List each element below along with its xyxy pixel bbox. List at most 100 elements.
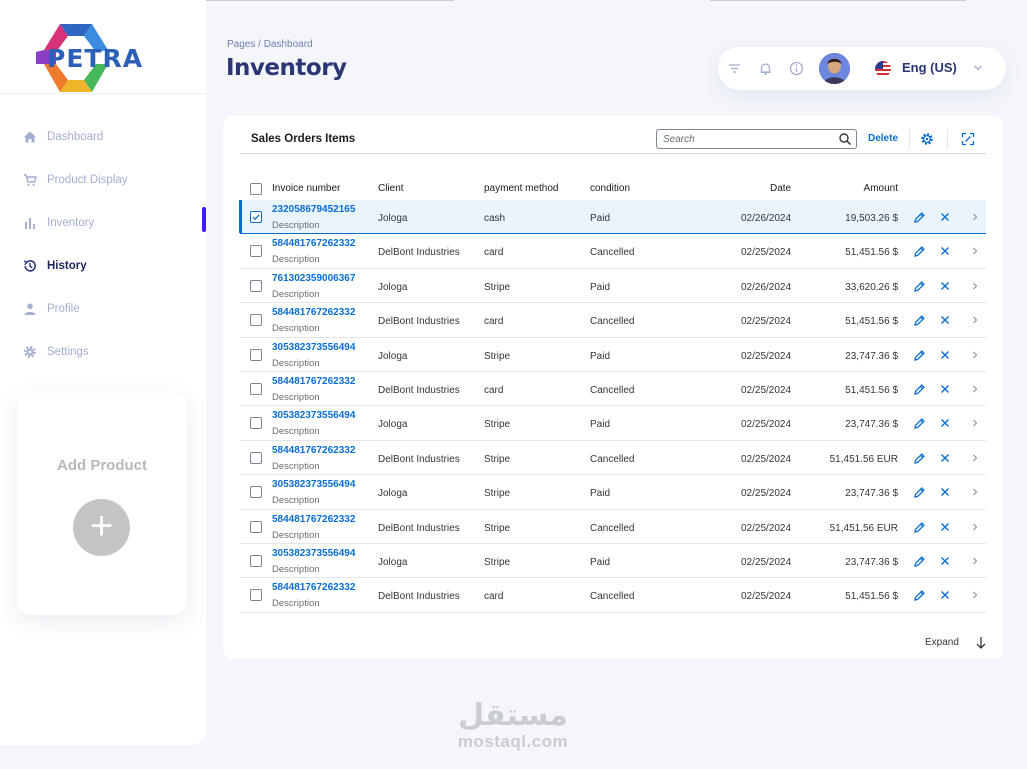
invoice-number-link[interactable]: 584481767262332 xyxy=(272,444,356,456)
sidebar-item-profile[interactable]: Profile xyxy=(0,287,206,330)
invoice-number-link[interactable]: 584481767262332 xyxy=(272,238,356,250)
breadcrumb[interactable]: Pages / Dashboard xyxy=(227,39,313,50)
edit-icon[interactable] xyxy=(913,417,926,430)
select-all-checkbox[interactable] xyxy=(250,183,262,195)
row-checkbox[interactable] xyxy=(250,245,262,258)
table-row[interactable]: 305382373556494 Description Jologa Stripe Pa… xyxy=(240,406,986,441)
invoice-number-link[interactable]: 305382373556494 xyxy=(272,547,356,559)
close-icon[interactable] xyxy=(939,211,951,223)
table-row[interactable]: 584481767262332 Description DelBont Indust… xyxy=(240,510,986,544)
close-icon[interactable] xyxy=(939,245,951,257)
sidebar-item-history[interactable]: History xyxy=(0,244,206,287)
invoice-number-link[interactable]: 305382373556494 xyxy=(272,341,356,353)
table-row[interactable]: 584481767262332 Description DelBont Indust… xyxy=(240,578,986,613)
invoice-number-link[interactable]: 305382373556494 xyxy=(272,410,356,422)
chevron-right-icon[interactable] xyxy=(970,211,980,223)
column-header-condition[interactable]: condition xyxy=(590,183,631,194)
chevron-right-icon[interactable] xyxy=(970,521,980,533)
close-icon[interactable] xyxy=(939,349,951,361)
close-icon[interactable] xyxy=(939,280,951,292)
edit-icon[interactable] xyxy=(913,383,926,396)
chevron-right-icon[interactable] xyxy=(970,486,980,498)
close-icon[interactable] xyxy=(939,555,951,567)
table-row[interactable]: 584481767262332 Description DelBont Indust… xyxy=(240,441,986,476)
invoice-number-link[interactable]: 584481767262332 xyxy=(272,375,356,387)
chevron-right-icon[interactable] xyxy=(970,452,980,464)
row-checkbox[interactable] xyxy=(250,451,262,464)
row-checkbox[interactable] xyxy=(250,211,262,223)
invoice-number-link[interactable]: 305382373556494 xyxy=(272,479,356,491)
table-row[interactable]: 584481767262332 Description DelBont Indust… xyxy=(240,303,986,338)
filter-icon[interactable] xyxy=(726,60,743,77)
chevron-right-icon[interactable] xyxy=(970,555,980,567)
sidebar-item-dashboard[interactable]: Dashboard xyxy=(0,115,206,158)
close-icon[interactable] xyxy=(939,521,951,533)
edit-icon[interactable] xyxy=(913,555,926,568)
row-checkbox[interactable] xyxy=(250,382,262,395)
close-icon[interactable] xyxy=(939,486,951,498)
chevron-down-icon[interactable] xyxy=(973,64,983,72)
column-header-date[interactable]: Date xyxy=(770,183,792,194)
close-icon[interactable] xyxy=(939,589,951,601)
table-row[interactable]: 305382373556494 Description Jologa Stripe Pa… xyxy=(240,338,986,372)
chevron-right-icon[interactable] xyxy=(970,245,980,257)
edit-icon[interactable] xyxy=(913,349,926,362)
edit-icon[interactable] xyxy=(913,521,926,534)
close-icon[interactable] xyxy=(939,417,951,429)
table-row[interactable]: 584481767262332 Description DelBont Indust… xyxy=(240,234,986,269)
edit-icon[interactable] xyxy=(913,486,926,499)
info-icon[interactable] xyxy=(788,60,805,77)
column-header-invoice[interactable]: Invoice number xyxy=(272,183,341,194)
row-checkbox[interactable] xyxy=(250,554,262,567)
column-header-payment[interactable]: payment method xyxy=(484,183,559,194)
row-checkbox[interactable] xyxy=(250,589,262,602)
table-row[interactable]: 305382373556494 Description Jologa Stripe Pa… xyxy=(240,544,986,579)
edit-icon[interactable] xyxy=(913,280,926,293)
invoice-number-link[interactable]: 232058679452165 xyxy=(272,204,356,215)
fullscreen-icon[interactable] xyxy=(961,132,975,146)
edit-icon[interactable] xyxy=(913,589,926,602)
invoice-number-link[interactable]: 584481767262332 xyxy=(272,513,356,525)
close-icon[interactable] xyxy=(939,314,951,326)
close-icon[interactable] xyxy=(939,452,951,464)
sidebar-item-inventory[interactable]: Inventory xyxy=(0,201,206,244)
row-checkbox[interactable] xyxy=(250,417,262,430)
avatar[interactable] xyxy=(819,53,850,84)
invoice-number-link[interactable]: 584481767262332 xyxy=(272,307,356,319)
close-icon[interactable] xyxy=(939,383,951,395)
sidebar-item-settings[interactable]: Settings xyxy=(0,330,206,373)
arrow-down-icon[interactable] xyxy=(975,636,987,650)
row-checkbox[interactable] xyxy=(250,279,262,292)
edit-icon[interactable] xyxy=(913,211,926,224)
chevron-right-icon[interactable] xyxy=(970,280,980,292)
search-icon[interactable] xyxy=(838,132,852,146)
row-checkbox[interactable] xyxy=(250,486,262,499)
table-row[interactable]: 305382373556494 Description Jologa Stripe Pa… xyxy=(240,475,986,510)
invoice-number-link[interactable]: 761302359006367 xyxy=(272,272,356,284)
table-row[interactable]: 761302359006367 Description Jologa Stripe Pa… xyxy=(240,269,986,304)
invoice-number-link[interactable]: 584481767262332 xyxy=(272,582,356,594)
chevron-right-icon[interactable] xyxy=(970,349,980,361)
sidebar-item-product-display[interactable]: Product Display xyxy=(0,158,206,201)
expand-button[interactable]: Expand xyxy=(925,637,959,648)
bell-icon[interactable] xyxy=(757,60,774,77)
edit-icon[interactable] xyxy=(913,314,926,327)
language-selector[interactable]: Eng (US) xyxy=(902,60,957,75)
edit-icon[interactable] xyxy=(913,245,926,258)
row-checkbox[interactable] xyxy=(250,348,262,361)
chevron-right-icon[interactable] xyxy=(970,314,980,326)
row-checkbox[interactable] xyxy=(250,520,262,533)
row-checkbox[interactable] xyxy=(250,314,262,327)
delete-button[interactable]: Delete xyxy=(868,133,899,144)
chevron-right-icon[interactable] xyxy=(970,589,980,601)
column-header-amount[interactable]: Amount xyxy=(863,183,898,194)
table-row[interactable]: 232058679452165 Description Jologa cash Paid… xyxy=(239,200,986,235)
search-input[interactable] xyxy=(656,129,857,149)
column-header-client[interactable]: Client xyxy=(378,183,404,194)
settings-gear-icon[interactable] xyxy=(920,132,934,146)
chevron-right-icon[interactable] xyxy=(970,417,980,429)
table-row[interactable]: 584481767262332 Description DelBont Indust… xyxy=(240,372,986,407)
edit-icon[interactable] xyxy=(913,452,926,465)
add-product-button[interactable]: + xyxy=(73,499,130,556)
chevron-right-icon[interactable] xyxy=(970,383,980,395)
